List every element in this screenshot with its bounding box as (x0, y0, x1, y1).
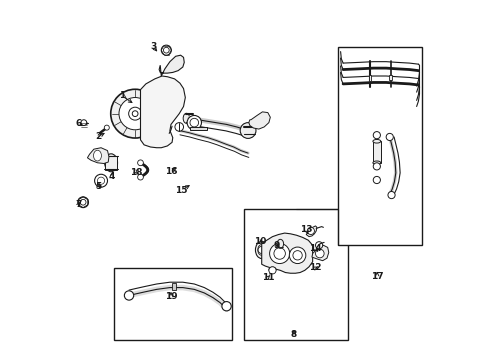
Circle shape (78, 197, 88, 208)
Polygon shape (104, 156, 117, 170)
Bar (388, 75, 391, 80)
Circle shape (258, 246, 265, 253)
Circle shape (222, 302, 231, 311)
Polygon shape (87, 148, 109, 163)
Text: 14: 14 (308, 244, 321, 253)
Circle shape (269, 243, 289, 264)
Text: 19: 19 (164, 292, 177, 301)
Circle shape (240, 123, 255, 138)
Ellipse shape (257, 244, 265, 255)
Ellipse shape (255, 241, 267, 258)
Circle shape (315, 249, 324, 258)
Text: 6: 6 (76, 119, 82, 128)
Circle shape (372, 132, 380, 139)
Text: 12: 12 (308, 264, 321, 273)
Bar (372, 141, 380, 163)
Text: 1: 1 (119, 91, 125, 100)
Circle shape (124, 291, 133, 300)
Bar (368, 75, 371, 81)
Text: 8: 8 (290, 330, 297, 339)
Ellipse shape (372, 139, 380, 143)
Text: 4: 4 (108, 172, 115, 181)
Polygon shape (311, 245, 328, 261)
Text: 16: 16 (164, 167, 177, 176)
Polygon shape (159, 55, 184, 76)
Circle shape (132, 111, 138, 117)
Circle shape (372, 163, 380, 170)
Circle shape (81, 120, 86, 126)
Circle shape (386, 134, 392, 140)
Circle shape (97, 177, 104, 184)
Circle shape (80, 199, 86, 205)
Ellipse shape (183, 113, 189, 123)
Circle shape (128, 107, 142, 120)
Circle shape (315, 242, 322, 249)
Bar (337, 47, 421, 244)
Circle shape (104, 125, 109, 130)
Circle shape (268, 267, 276, 274)
Text: 17: 17 (370, 271, 383, 280)
Polygon shape (248, 112, 270, 129)
Text: 18: 18 (130, 168, 142, 177)
Text: 5: 5 (95, 182, 102, 191)
Circle shape (110, 89, 159, 138)
Circle shape (187, 116, 201, 130)
Text: 10: 10 (253, 237, 265, 246)
Circle shape (94, 174, 107, 187)
Text: 11: 11 (261, 273, 273, 282)
Ellipse shape (107, 157, 115, 168)
Circle shape (289, 247, 305, 264)
Text: 13: 13 (299, 225, 312, 234)
Text: 9: 9 (273, 241, 280, 250)
Circle shape (190, 118, 198, 127)
Text: 2: 2 (95, 132, 102, 141)
Polygon shape (261, 233, 312, 273)
Circle shape (292, 251, 302, 260)
Circle shape (161, 45, 171, 55)
Bar (172, 283, 176, 291)
Circle shape (175, 123, 183, 131)
Bar (190, 127, 207, 130)
Circle shape (137, 174, 143, 180)
Circle shape (306, 227, 314, 234)
Ellipse shape (268, 267, 276, 273)
Ellipse shape (277, 239, 283, 248)
Text: 3: 3 (150, 42, 156, 51)
Bar (113, 268, 231, 339)
Circle shape (387, 192, 394, 199)
Circle shape (372, 176, 380, 184)
Polygon shape (305, 226, 316, 237)
Circle shape (119, 98, 151, 130)
Ellipse shape (93, 150, 101, 161)
Ellipse shape (372, 161, 380, 165)
Text: 15: 15 (175, 185, 187, 194)
Circle shape (163, 47, 169, 53)
Circle shape (273, 248, 285, 259)
Polygon shape (140, 76, 185, 148)
Bar (244, 209, 348, 339)
Ellipse shape (104, 154, 117, 172)
Text: 7: 7 (76, 200, 82, 209)
Circle shape (137, 160, 143, 166)
